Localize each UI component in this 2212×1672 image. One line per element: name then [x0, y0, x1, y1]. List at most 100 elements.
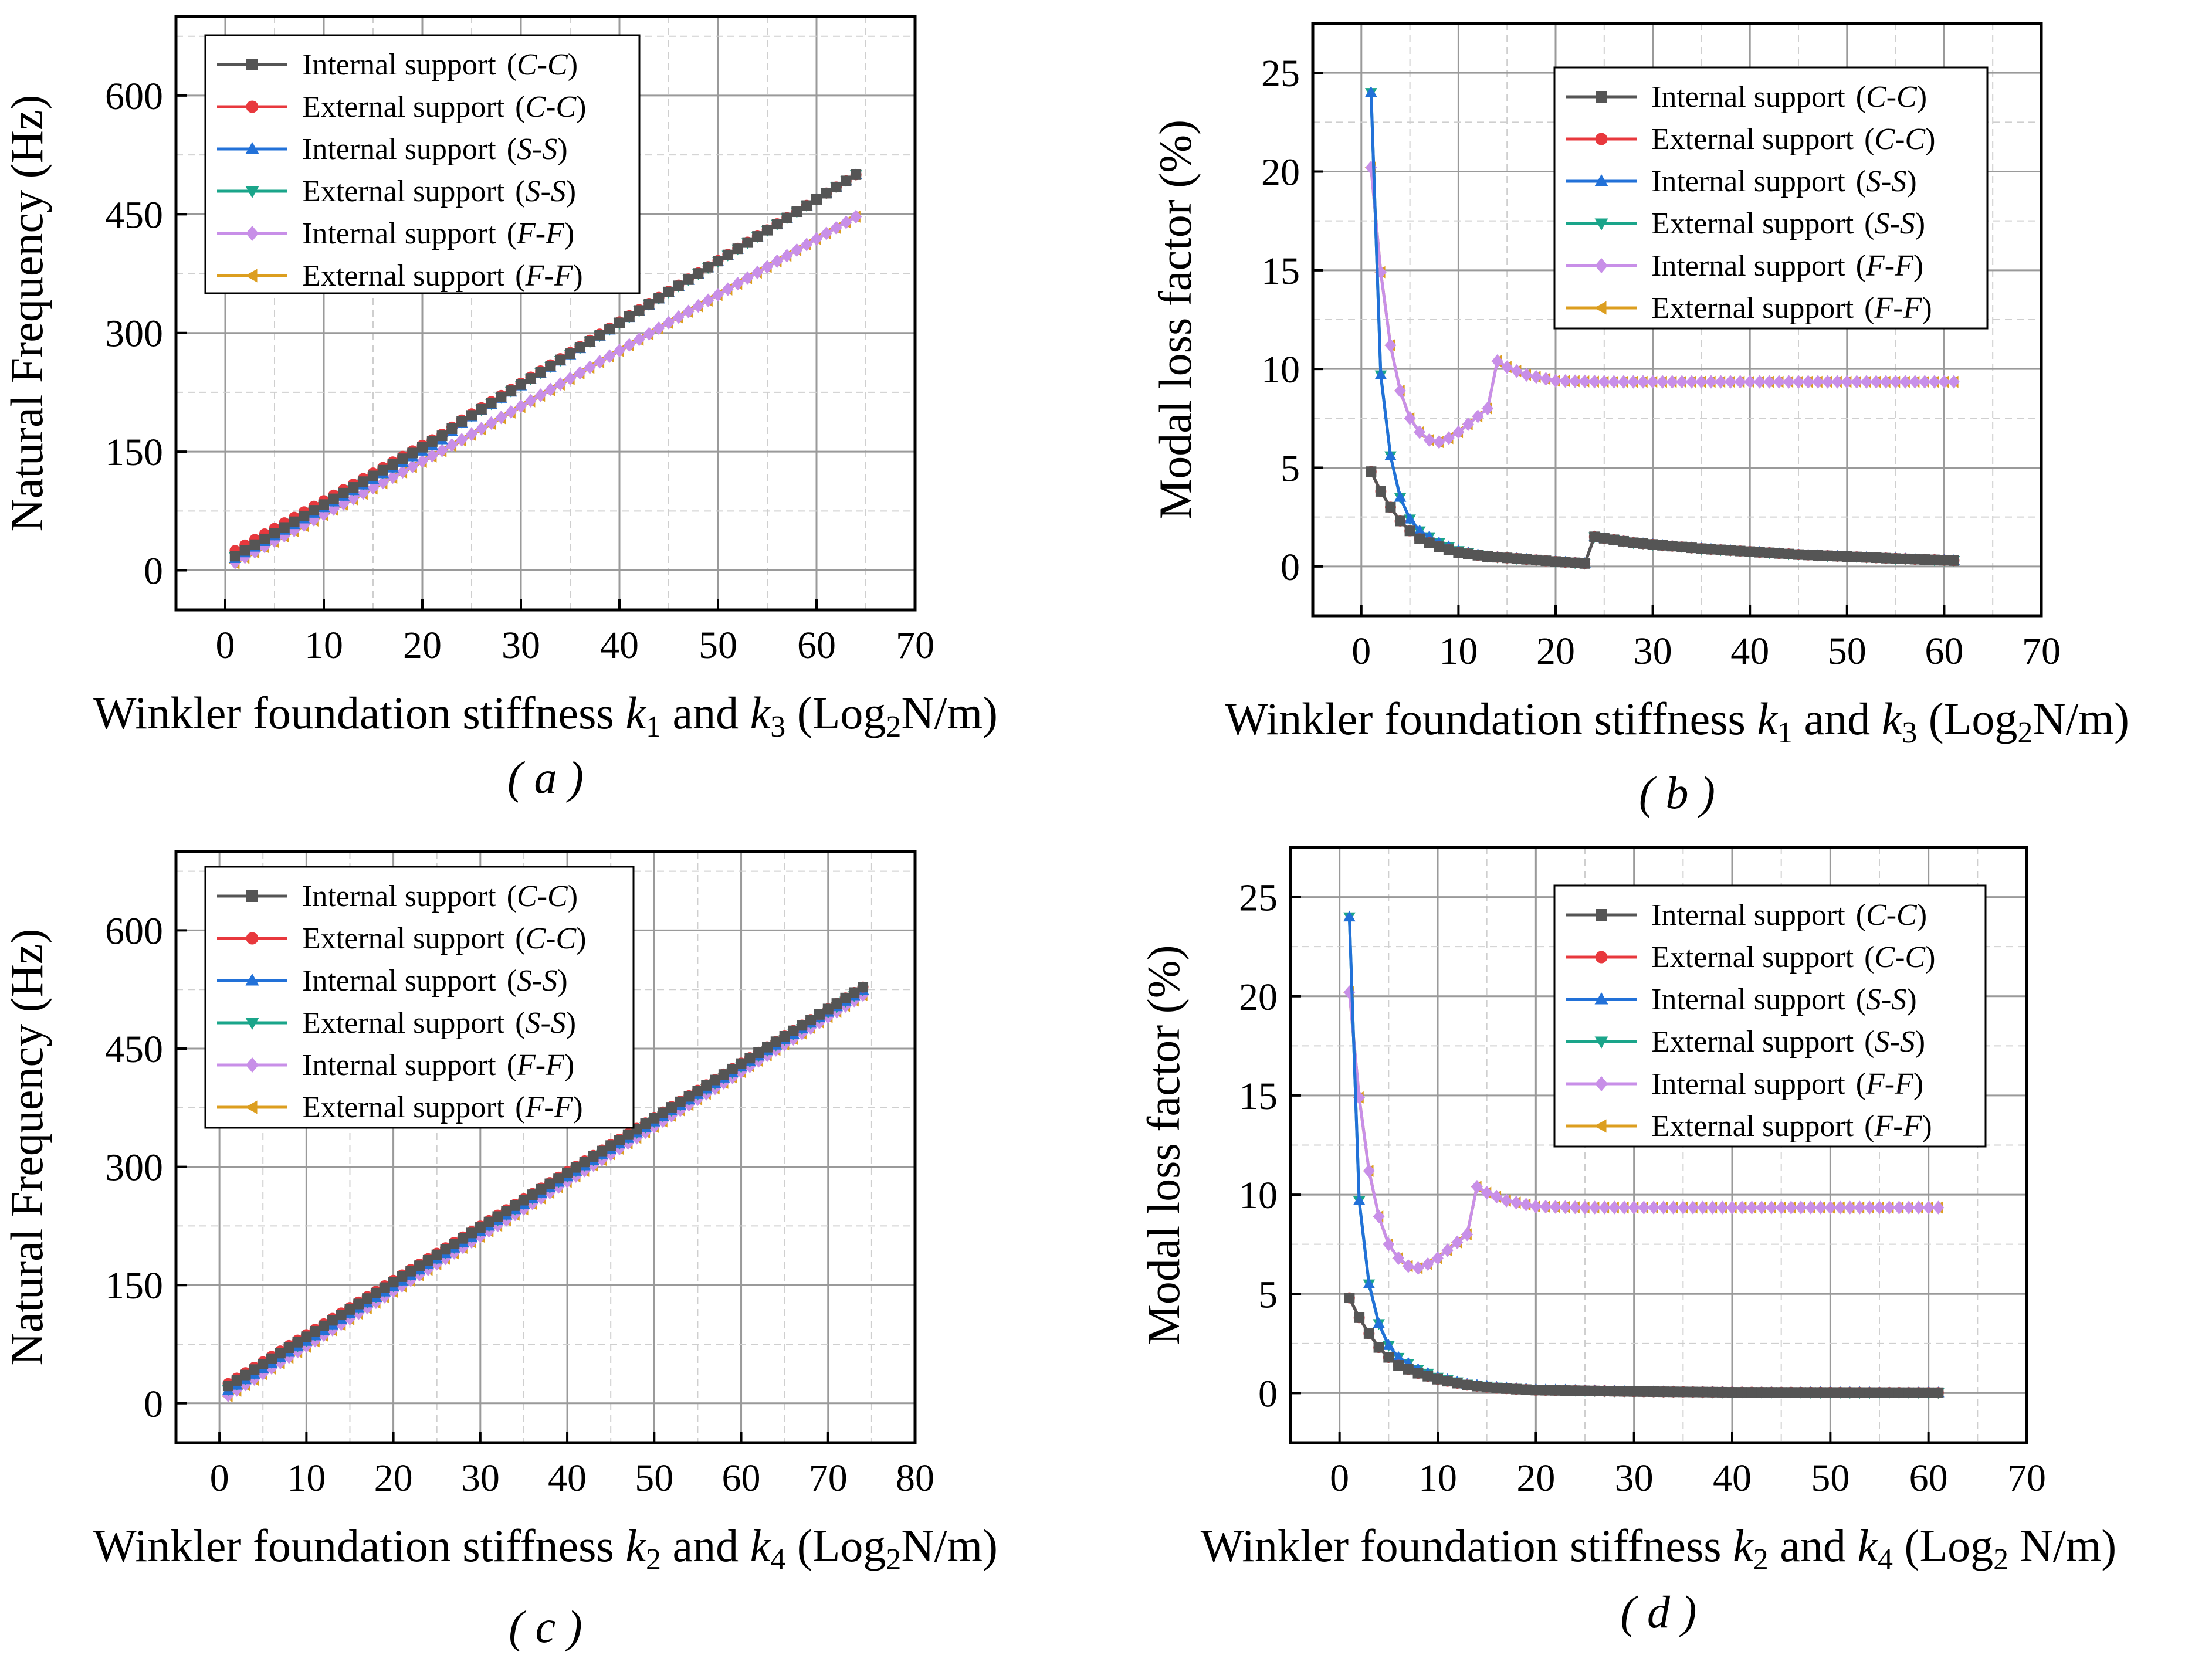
x-tick-label: 10 [1439, 630, 1478, 673]
legend-entry: Internal support (F-F) [1566, 1067, 1923, 1101]
diamond-marker [820, 226, 832, 240]
legend-label-text: External support [302, 922, 505, 955]
square-marker [1668, 1386, 1679, 1398]
legend-label-paren-open: ( [515, 259, 525, 293]
square-marker [658, 1107, 669, 1118]
diamond-marker [1638, 1200, 1650, 1215]
square-marker [588, 1151, 599, 1162]
y-tick-label: 25 [1261, 52, 1300, 95]
square-marker [1638, 538, 1649, 549]
square-marker [713, 256, 723, 267]
square-marker [752, 231, 763, 242]
square-marker [309, 505, 320, 516]
x-axis-title: Winkler foundation stiffness k1 and k3 (… [93, 687, 998, 744]
square-marker [1688, 1386, 1699, 1398]
diamond-marker [1783, 375, 1795, 389]
diamond-marker [1500, 1193, 1513, 1208]
diamond-marker [485, 416, 497, 430]
square-marker [1815, 1387, 1826, 1398]
diamond-marker [653, 321, 665, 335]
legend-label-paren-close: ) [568, 880, 578, 913]
x-axis-title-prefix: Winkler foundation stiffness [1225, 693, 1757, 744]
diamond-marker [1696, 1200, 1709, 1215]
x-axis-title-s2: 3 [770, 710, 785, 744]
triangle-left-marker [245, 1100, 258, 1114]
diamond-marker [1482, 401, 1493, 416]
square-marker [1648, 1386, 1659, 1397]
square-marker [1939, 555, 1950, 566]
diamond-marker [1766, 1200, 1777, 1215]
y-tick-label: 600 [105, 75, 163, 118]
legend-label: External support (F-F) [302, 259, 583, 293]
square-marker [1744, 546, 1756, 557]
diamond-marker [1922, 1200, 1935, 1215]
y-tick-label: 20 [1261, 151, 1300, 194]
diamond-marker [1685, 375, 1698, 389]
square-marker [805, 1015, 817, 1026]
x-tick-label: 30 [461, 1457, 500, 1500]
square-marker [1393, 1360, 1404, 1371]
square-marker [791, 206, 802, 218]
square-marker [258, 1358, 269, 1369]
y-tick-label: 0 [144, 1383, 163, 1426]
legend-label-text: Internal support [302, 1049, 496, 1082]
diamond-marker [1588, 375, 1601, 389]
square-marker [1442, 1376, 1453, 1387]
square-marker [622, 1129, 634, 1140]
triangle-up-marker [1413, 524, 1426, 535]
square-marker [336, 1310, 347, 1321]
legend-entry: External support (S-S) [1566, 207, 1925, 240]
axis-ticks: 0 10 20 30 40 50 60 70 80 0 150 300 450 600 [105, 910, 934, 1500]
square-marker [634, 305, 645, 316]
square-marker [1608, 534, 1620, 545]
legend-label-text: External support [1651, 1025, 1854, 1059]
legend-label-text: External support [1651, 1110, 1854, 1143]
diamond-marker [505, 405, 517, 419]
legend-label-bc: F-F [524, 1091, 573, 1124]
square-marker [797, 1020, 808, 1031]
diamond-marker [850, 209, 862, 224]
square-marker [1385, 501, 1396, 513]
triangle-up-marker [245, 142, 259, 154]
x-tick-label: 0 [210, 1457, 229, 1500]
triangle-up-marker [1384, 449, 1397, 460]
legend-label-text: External support [302, 1091, 505, 1124]
x-axis-title-mid: and [661, 1520, 750, 1571]
diamond-marker [1736, 1200, 1748, 1215]
square-marker [666, 1102, 677, 1113]
panel-caption: ( c ) [509, 1601, 582, 1652]
square-marker [1933, 1387, 1944, 1398]
legend-entry: Internal support (F-F) [1566, 249, 1923, 283]
x-axis-title-v1: k [625, 1520, 646, 1571]
diamond-marker [1595, 1076, 1608, 1091]
legend-entry: Internal support (S-S) [217, 964, 568, 998]
square-marker [368, 470, 378, 481]
x-axis-title-s1: 2 [1753, 1543, 1769, 1576]
square-marker [1893, 1387, 1905, 1398]
x-axis-title-unit-b: N/m) [2008, 1520, 2116, 1571]
square-marker [1666, 541, 1678, 552]
triangle-down-marker [245, 186, 259, 198]
square-marker [1434, 541, 1445, 552]
diamond-marker [1870, 375, 1882, 389]
square-marker [289, 516, 300, 527]
square-marker [762, 225, 773, 236]
chart-panel-a: 0 10 20 30 40 50 60 70 0 150 300 450 600 Natural Freq… [1, 15, 998, 803]
legend-entry: External support (F-F) [217, 1091, 583, 1124]
diamond-marker [1404, 411, 1416, 426]
legend-label-bc: S-S [517, 133, 557, 166]
y-tick-label: 0 [1281, 546, 1300, 589]
diamond-marker [1831, 375, 1844, 389]
square-marker [555, 354, 566, 365]
diamond-marker [1851, 375, 1863, 389]
x-axis-title-unit-b: N/m) [901, 1520, 998, 1571]
square-marker [722, 249, 733, 260]
square-marker [1395, 515, 1406, 527]
y-tick-label: 450 [105, 1028, 163, 1071]
x-axis-title-prefix: Winkler foundation stiffness [93, 687, 625, 738]
square-marker [1929, 554, 1940, 565]
square-marker [283, 1342, 294, 1354]
square-marker [319, 1320, 329, 1331]
diamond-marker [1903, 1200, 1915, 1215]
square-marker [231, 1375, 242, 1386]
